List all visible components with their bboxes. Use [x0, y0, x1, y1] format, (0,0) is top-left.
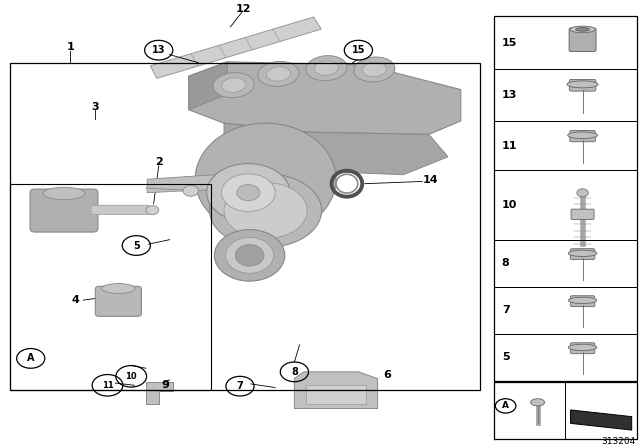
- Text: 7: 7: [502, 305, 509, 315]
- Polygon shape: [189, 62, 227, 110]
- FancyBboxPatch shape: [30, 189, 98, 232]
- Text: 9: 9: [161, 380, 169, 390]
- Text: 15: 15: [502, 38, 517, 47]
- Ellipse shape: [362, 62, 387, 77]
- FancyBboxPatch shape: [95, 286, 141, 316]
- Circle shape: [207, 164, 290, 222]
- FancyBboxPatch shape: [570, 343, 595, 353]
- Text: 8: 8: [291, 367, 298, 377]
- Ellipse shape: [214, 230, 285, 281]
- Circle shape: [146, 206, 159, 215]
- Text: A: A: [27, 353, 35, 363]
- Text: 10: 10: [125, 372, 137, 381]
- Ellipse shape: [568, 250, 596, 257]
- Text: 10: 10: [502, 200, 517, 210]
- Bar: [10, 184, 211, 390]
- FancyBboxPatch shape: [570, 79, 596, 91]
- Text: 8: 8: [502, 258, 509, 268]
- Ellipse shape: [44, 187, 84, 200]
- Ellipse shape: [567, 81, 598, 88]
- Bar: [10, 63, 480, 390]
- Ellipse shape: [226, 237, 274, 273]
- FancyBboxPatch shape: [570, 296, 595, 306]
- Text: 4: 4: [72, 295, 79, 305]
- Ellipse shape: [306, 56, 347, 81]
- Circle shape: [221, 174, 275, 211]
- Ellipse shape: [102, 284, 135, 293]
- Ellipse shape: [221, 78, 246, 92]
- Text: 3: 3: [91, 102, 99, 112]
- Ellipse shape: [213, 73, 254, 98]
- Ellipse shape: [314, 61, 339, 75]
- FancyBboxPatch shape: [571, 209, 594, 220]
- Ellipse shape: [568, 132, 598, 138]
- Ellipse shape: [224, 183, 307, 238]
- Polygon shape: [294, 372, 378, 409]
- Text: 2: 2: [155, 157, 163, 167]
- Ellipse shape: [209, 174, 321, 247]
- Circle shape: [183, 185, 198, 196]
- Text: 14: 14: [422, 175, 438, 185]
- Ellipse shape: [236, 245, 264, 266]
- Ellipse shape: [195, 123, 336, 235]
- Ellipse shape: [266, 67, 291, 81]
- Ellipse shape: [258, 61, 299, 86]
- Ellipse shape: [570, 26, 595, 33]
- Ellipse shape: [577, 189, 588, 197]
- FancyBboxPatch shape: [91, 205, 149, 215]
- Polygon shape: [147, 172, 253, 193]
- Ellipse shape: [568, 344, 596, 351]
- Text: 313204: 313204: [601, 437, 636, 446]
- FancyBboxPatch shape: [570, 249, 595, 259]
- Text: 6: 6: [383, 370, 391, 380]
- Text: 15: 15: [351, 45, 365, 55]
- FancyBboxPatch shape: [570, 130, 595, 142]
- FancyBboxPatch shape: [569, 28, 596, 52]
- Circle shape: [237, 185, 260, 201]
- Text: A: A: [502, 401, 509, 410]
- Text: 5: 5: [133, 241, 140, 250]
- Ellipse shape: [575, 27, 589, 31]
- Ellipse shape: [568, 297, 596, 304]
- Ellipse shape: [354, 57, 395, 82]
- Polygon shape: [146, 382, 173, 404]
- Polygon shape: [306, 385, 366, 404]
- Polygon shape: [150, 17, 321, 78]
- Text: 13: 13: [152, 45, 166, 55]
- Text: 5: 5: [502, 352, 509, 362]
- Polygon shape: [189, 62, 461, 134]
- Text: 11: 11: [502, 141, 517, 151]
- Text: 7: 7: [237, 381, 243, 391]
- Text: 11: 11: [102, 381, 113, 390]
- Text: 12: 12: [236, 4, 251, 14]
- Text: 1: 1: [67, 42, 74, 52]
- Text: 13: 13: [502, 90, 517, 100]
- Polygon shape: [571, 410, 632, 430]
- Polygon shape: [224, 123, 448, 175]
- Ellipse shape: [531, 399, 545, 406]
